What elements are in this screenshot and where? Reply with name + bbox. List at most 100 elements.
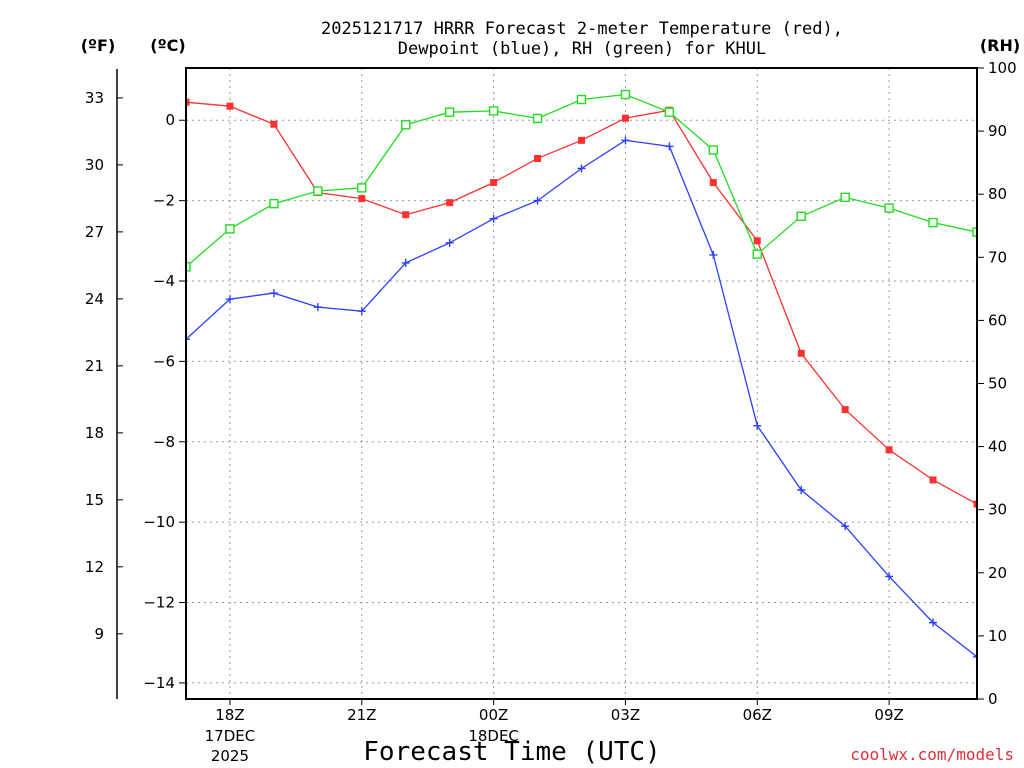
temperature-point xyxy=(753,237,761,245)
celsius-unit-label: (ºC) xyxy=(150,36,185,55)
dewpoint-point xyxy=(357,307,366,316)
rh-tick-label: 30 xyxy=(988,501,1007,519)
rh-tick-label: 80 xyxy=(988,185,1007,203)
dewpoint-point xyxy=(186,335,190,344)
fahrenheit-axis: 33 30 27 24 21 18 15 12 9 xyxy=(85,89,123,643)
fahrenheit-unit-label: (ºF) xyxy=(81,36,116,55)
time-axis: 18Z 17DEC 2025 21Z 00Z 18DEC 03Z 06Z 09Z xyxy=(205,699,904,765)
dewpoint-point xyxy=(929,618,938,627)
rh-tick-label: 100 xyxy=(988,59,1017,77)
rh-point xyxy=(401,120,411,130)
temperature-point xyxy=(885,446,893,454)
rh-tick-label: 70 xyxy=(988,248,1007,266)
rh-point xyxy=(664,107,675,117)
dewpoint-point xyxy=(841,522,850,531)
dewpoint-point xyxy=(973,652,977,661)
rh-point xyxy=(357,183,367,193)
series xyxy=(186,89,977,661)
temperature-point xyxy=(578,136,585,144)
rh-point xyxy=(752,249,762,259)
x-axis-label: Forecast Time (UTC) xyxy=(363,737,660,767)
temperature-point xyxy=(270,120,278,128)
temperature-point xyxy=(226,102,234,110)
rh-point xyxy=(313,186,323,196)
fahrenheit-tick-label: 21 xyxy=(85,357,104,375)
celsius-tick-label: −2 xyxy=(153,192,175,210)
dewpoint-point xyxy=(401,258,410,267)
celsius-tick-label: −10 xyxy=(143,513,175,531)
temperature-point xyxy=(709,179,717,187)
grid xyxy=(186,68,977,699)
fahrenheit-tick-label: 33 xyxy=(85,89,104,107)
rh-tick-label: 50 xyxy=(988,375,1007,393)
time-tick-label: 00Z xyxy=(479,706,508,724)
rh-tick-label: 40 xyxy=(988,438,1007,456)
temperature-point xyxy=(621,114,629,122)
dewpoint-point xyxy=(753,421,762,430)
celsius-tick-label: −8 xyxy=(153,433,175,451)
dewpoint-point xyxy=(269,289,278,298)
fahrenheit-tick-label: 18 xyxy=(85,424,104,442)
time-tick-date: 17DEC xyxy=(205,727,256,745)
dewpoint-point xyxy=(665,142,674,151)
temperature-point xyxy=(402,211,410,219)
fahrenheit-tick-label: 27 xyxy=(85,223,104,241)
dewpoint-point xyxy=(797,486,806,495)
dewpoint-point xyxy=(225,295,234,304)
celsius-tick-label: −4 xyxy=(153,272,175,290)
dewpoint-point xyxy=(577,164,586,173)
rh-point xyxy=(488,106,499,116)
rh-point xyxy=(928,217,938,228)
rh-point xyxy=(186,262,191,272)
rh-point xyxy=(532,113,543,124)
rh-unit-label: (RH) xyxy=(980,36,1020,55)
temperature-point xyxy=(534,154,542,162)
chart-title-line2: Dewpoint (blue), RH (green) for KHUL xyxy=(398,39,766,59)
dewpoint-point xyxy=(885,572,894,581)
time-tick-year: 2025 xyxy=(211,747,249,765)
dewpoint-point xyxy=(445,238,454,247)
fahrenheit-tick-label: 12 xyxy=(85,558,104,576)
temperature-point xyxy=(186,98,190,106)
rh-point xyxy=(269,198,279,209)
fahrenheit-tick-label: 15 xyxy=(85,491,104,509)
dewpoint-point xyxy=(489,214,498,223)
rh-point xyxy=(620,89,631,100)
dewpoint-point xyxy=(621,136,630,145)
temperature-point xyxy=(490,179,498,187)
rh-point xyxy=(225,224,235,234)
credit-text: coolwx.com/models xyxy=(850,745,1014,764)
plot-frame xyxy=(185,67,978,700)
celsius-tick-label: −6 xyxy=(153,352,175,370)
fahrenheit-tick-label: 9 xyxy=(94,625,104,643)
rh-tick-label: 60 xyxy=(988,311,1007,329)
time-tick-label: 21Z xyxy=(347,706,376,724)
temperature-point xyxy=(358,195,366,203)
rh-point xyxy=(972,227,977,237)
time-tick-date: 18DEC xyxy=(468,727,519,745)
temperature-point xyxy=(973,500,977,508)
celsius-tick-label: −12 xyxy=(143,594,175,612)
rh-point xyxy=(884,203,894,213)
rh-point xyxy=(840,192,850,203)
celsius-tick-label: 0 xyxy=(165,111,175,129)
dewpoint-point xyxy=(533,196,542,205)
fahrenheit-tick-label: 30 xyxy=(85,156,104,174)
rh-tick-label: 20 xyxy=(988,564,1007,582)
celsius-tick-label: −14 xyxy=(143,674,175,692)
time-tick-label: 06Z xyxy=(743,706,772,724)
rh-point xyxy=(796,211,806,221)
dewpoint-point xyxy=(709,250,718,259)
rh-point xyxy=(708,145,719,155)
time-tick-label: 09Z xyxy=(874,706,903,724)
time-tick-label: 18Z xyxy=(215,706,244,724)
celsius-axis: 0 −2 −4 −6 −8 −10 −12 −14 xyxy=(143,111,186,692)
chart-title-line1: 2025121717 HRRR Forecast 2-meter Tempera… xyxy=(321,19,843,39)
rh-point xyxy=(576,94,587,105)
temperature-point xyxy=(797,349,805,357)
rh-point xyxy=(444,107,455,117)
rh-tick-label: 10 xyxy=(988,627,1007,645)
temperature-point xyxy=(841,406,849,414)
